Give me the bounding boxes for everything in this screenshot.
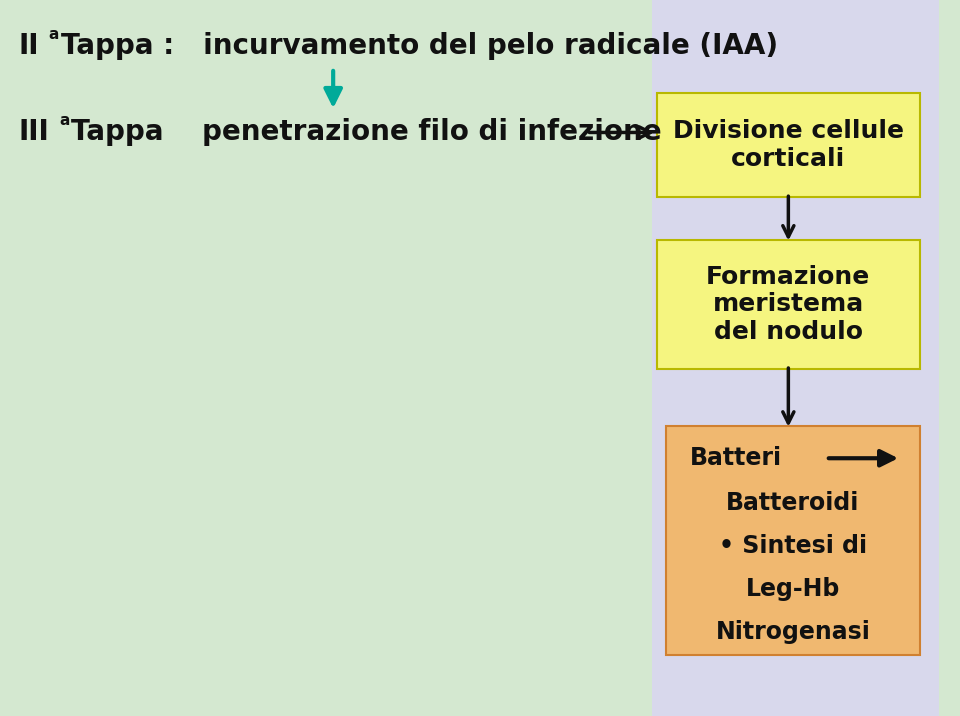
Text: Divisione cellule
corticali: Divisione cellule corticali xyxy=(673,119,904,171)
Text: Batteroidi: Batteroidi xyxy=(727,490,860,515)
FancyBboxPatch shape xyxy=(666,426,920,655)
FancyBboxPatch shape xyxy=(0,0,939,716)
Text: II: II xyxy=(19,32,39,60)
Text: Tappa    penetrazione filo di infezione: Tappa penetrazione filo di infezione xyxy=(71,118,662,146)
Text: Batteri: Batteri xyxy=(690,446,782,470)
Text: a: a xyxy=(49,27,60,42)
Text: Tappa :   incurvamento del pelo radicale (IAA): Tappa : incurvamento del pelo radicale (… xyxy=(61,32,779,60)
FancyBboxPatch shape xyxy=(652,0,939,716)
Text: III: III xyxy=(19,118,50,146)
FancyBboxPatch shape xyxy=(657,93,920,197)
Text: Leg-Hb: Leg-Hb xyxy=(746,576,840,601)
Text: Nitrogenasi: Nitrogenasi xyxy=(715,619,871,644)
Text: a: a xyxy=(60,113,69,128)
Text: • Sintesi di: • Sintesi di xyxy=(719,533,867,558)
FancyBboxPatch shape xyxy=(657,240,920,369)
Text: Formazione
meristema
del nodulo: Formazione meristema del nodulo xyxy=(707,264,871,344)
